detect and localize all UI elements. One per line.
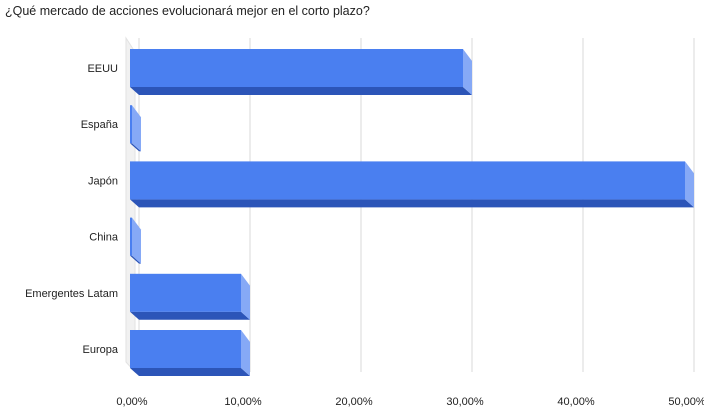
category-label: Japón bbox=[88, 175, 118, 187]
bar bbox=[130, 105, 141, 152]
bars bbox=[130, 49, 694, 376]
chart-title: ¿Qué mercado de acciones evolucionará me… bbox=[5, 4, 370, 18]
x-tick-label: 10,00% bbox=[224, 396, 262, 408]
bar bbox=[130, 330, 250, 376]
x-tick-label: 30,00% bbox=[446, 396, 484, 408]
x-tick-label: 20,00% bbox=[335, 396, 373, 408]
category-label: Emergentes Latam bbox=[25, 288, 118, 300]
x-tick-label: 50,00% bbox=[668, 396, 704, 408]
x-axis-ticks: 0,00% 10,00% 20,00% 30,00% 40,00% 50,00% bbox=[116, 396, 704, 408]
category-label: España bbox=[81, 119, 119, 131]
x-tick-label: 40,00% bbox=[557, 396, 595, 408]
category-label: EEUU bbox=[87, 63, 118, 75]
category-label: Europa bbox=[83, 344, 119, 356]
bar bbox=[130, 161, 694, 208]
category-label: China bbox=[89, 232, 119, 244]
bar bbox=[130, 49, 472, 95]
x-tick-label: 0,00% bbox=[116, 396, 147, 408]
category-labels: EEUU España Japón China Emergentes Latam Euro… bbox=[25, 63, 119, 356]
bar bbox=[130, 273, 250, 320]
bar bbox=[130, 217, 141, 264]
